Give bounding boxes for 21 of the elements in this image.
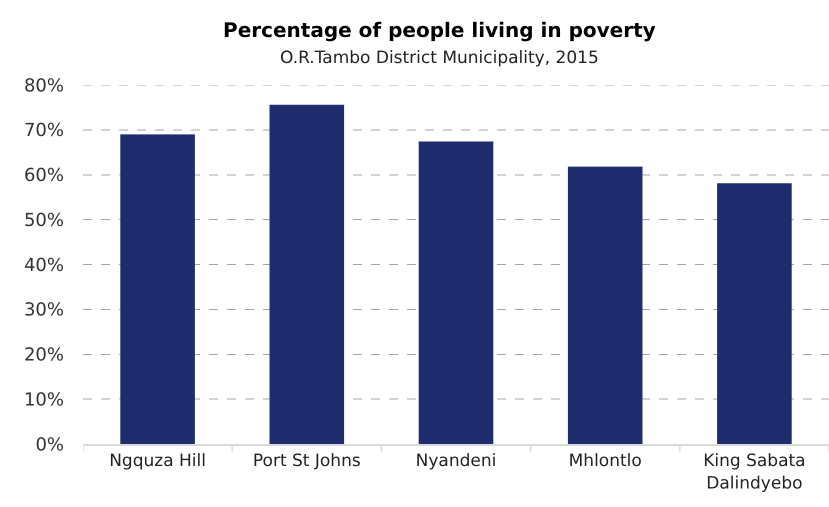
y-tick-label: 70% — [24, 120, 64, 142]
chart-title: Percentage of people living in poverty — [223, 18, 656, 42]
x-tick-label: Ngquza Hill — [109, 451, 206, 472]
y-tick-label: 60% — [24, 165, 64, 186]
bar — [717, 183, 792, 444]
bar — [120, 134, 195, 444]
x-tick-label: Port St Johns — [252, 451, 361, 472]
y-tick-label: 20% — [24, 344, 64, 366]
y-tick-label: 80% — [24, 75, 64, 96]
y-tick-label: 30% — [24, 300, 64, 321]
y-tick-label: 40% — [24, 254, 64, 276]
x-tick-label: King Sabata Dalindyebo — [703, 451, 806, 494]
x-tick-label: Mhlontlo — [568, 451, 642, 472]
x-tick-label: Nyandeni — [416, 451, 496, 472]
chart-subtitle: O.R.Tambo District Municipality, 2015 — [280, 48, 599, 68]
bar — [270, 104, 344, 444]
bar — [568, 166, 642, 444]
y-tick-label: 50% — [24, 210, 64, 231]
y-tick-label: 0% — [35, 434, 64, 456]
bar — [418, 142, 494, 444]
y-tick-label: 10% — [24, 389, 64, 410]
